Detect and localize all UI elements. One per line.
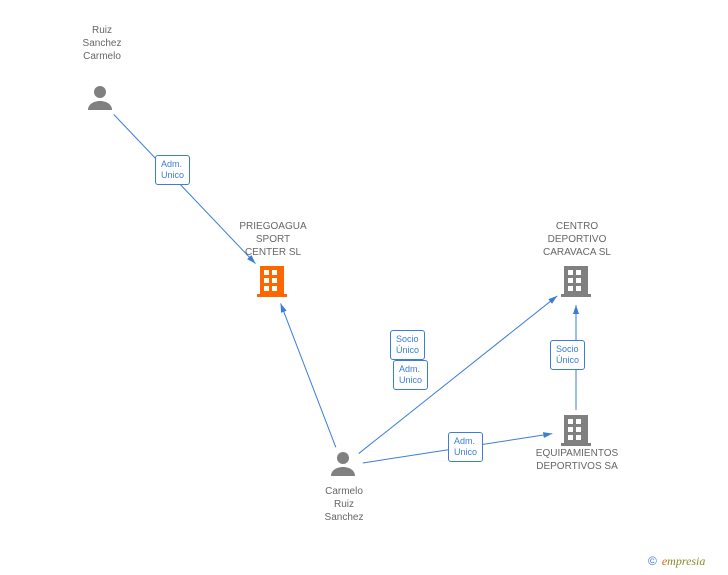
building-icon	[257, 266, 287, 297]
building-icon	[561, 266, 591, 297]
building-icon	[561, 415, 591, 446]
copyright-symbol: ©	[648, 554, 657, 568]
watermark: © empresia	[648, 554, 705, 569]
edge-line	[281, 303, 336, 447]
edge-label: Socio Único	[390, 330, 425, 360]
edge-label: Socio Único	[550, 340, 585, 370]
edge-label: Adm. Unico	[393, 360, 428, 390]
edge-label: Adm. Unico	[448, 432, 483, 462]
node-label: EQUIPAMIENTOS DEPORTIVOS SA	[524, 447, 630, 473]
edge-label: Adm. Unico	[155, 155, 190, 185]
person-icon	[88, 86, 112, 110]
node-label: Carmelo Ruiz Sanchez	[316, 485, 372, 524]
node-label: PRIEGOAGUA SPORT CENTER SL	[221, 220, 325, 259]
edge-line	[359, 296, 558, 454]
person-icon	[331, 452, 355, 476]
brand-rest: mpresia	[667, 554, 705, 568]
node-label: Ruiz Sanchez Carmelo	[72, 24, 132, 63]
node-label: CENTRO DEPORTIVO CARAVACA SL	[530, 220, 624, 259]
